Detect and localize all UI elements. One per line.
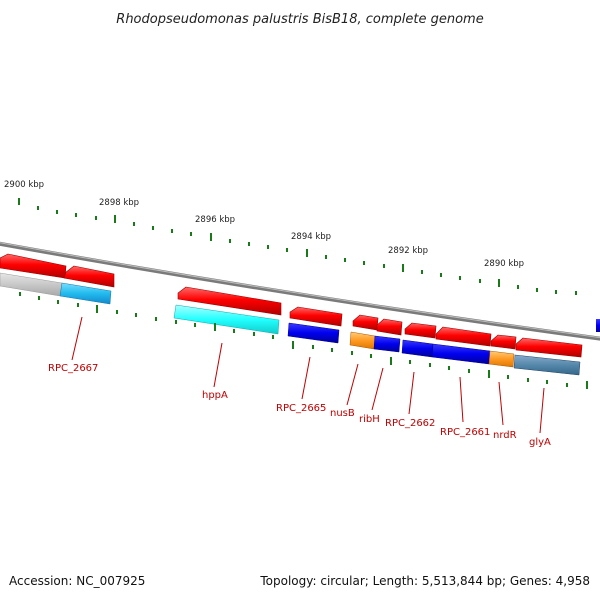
gene-label: hppA	[202, 390, 228, 401]
kbp-labels: 2900 kbp 2898 kbp 2896 kbp 2894 kbp 2892…	[4, 180, 524, 269]
gene-label: RPC_2661	[440, 427, 490, 438]
accession-text: Accession: NC_007925	[9, 574, 146, 588]
cds-box	[401, 339, 434, 358]
kbp-label: 2890 kbp	[484, 259, 524, 269]
gene-arrow	[515, 337, 583, 358]
topology-text: Topology: circular; Length: 5,513,844 bp…	[260, 574, 590, 588]
genome-backbone-highlight	[0, 242, 600, 339]
outer-scale-ticks	[18, 198, 577, 295]
genome-backbone	[0, 241, 600, 341]
gene-arrow	[435, 326, 492, 347]
gene-label: ribH	[359, 414, 380, 425]
forward-strand-genes	[0, 253, 583, 358]
gene-label: RPC_2665	[276, 403, 326, 414]
gene-label: RPC_2662	[385, 418, 435, 429]
kbp-label: 2892 kbp	[388, 246, 428, 256]
kbp-label: 2898 kbp	[99, 198, 139, 208]
gene-arrow	[490, 334, 517, 350]
gene-arrow-edge	[596, 319, 600, 332]
gene-label: RPC_2667	[48, 363, 98, 374]
cds-box	[373, 335, 401, 353]
gene-label: nrdR	[493, 430, 517, 441]
cds-box	[59, 282, 112, 305]
cds-band	[0, 272, 581, 376]
gene-arrow	[376, 318, 403, 336]
cds-box	[488, 350, 515, 368]
cds-box	[431, 343, 491, 365]
gene-arrow	[289, 306, 343, 327]
cds-box	[349, 331, 376, 350]
inner-scale-ticks	[19, 292, 588, 389]
gene-labels: RPC_2667 hppA RPC_2665 nusB ribH RPC_266…	[48, 363, 551, 448]
gene-arrow	[404, 322, 437, 339]
gene-label: glyA	[529, 437, 551, 448]
kbp-label: 2896 kbp	[195, 215, 235, 225]
map-title: Rhodopseudomonas palustris BisB18, compl…	[116, 12, 483, 27]
label-leaders	[71, 316, 545, 434]
kbp-label: 2894 kbp	[291, 232, 331, 242]
gene-label: nusB	[330, 408, 355, 419]
cds-box	[173, 304, 280, 335]
gene-arrow	[352, 314, 379, 331]
cds-box	[0, 272, 63, 297]
cds-box	[287, 322, 340, 344]
gene-arrow	[63, 265, 115, 288]
kbp-label: 2900 kbp	[4, 180, 44, 190]
cds-box	[513, 354, 581, 376]
gene-arrow	[177, 286, 282, 316]
gene-arrow	[0, 253, 67, 279]
